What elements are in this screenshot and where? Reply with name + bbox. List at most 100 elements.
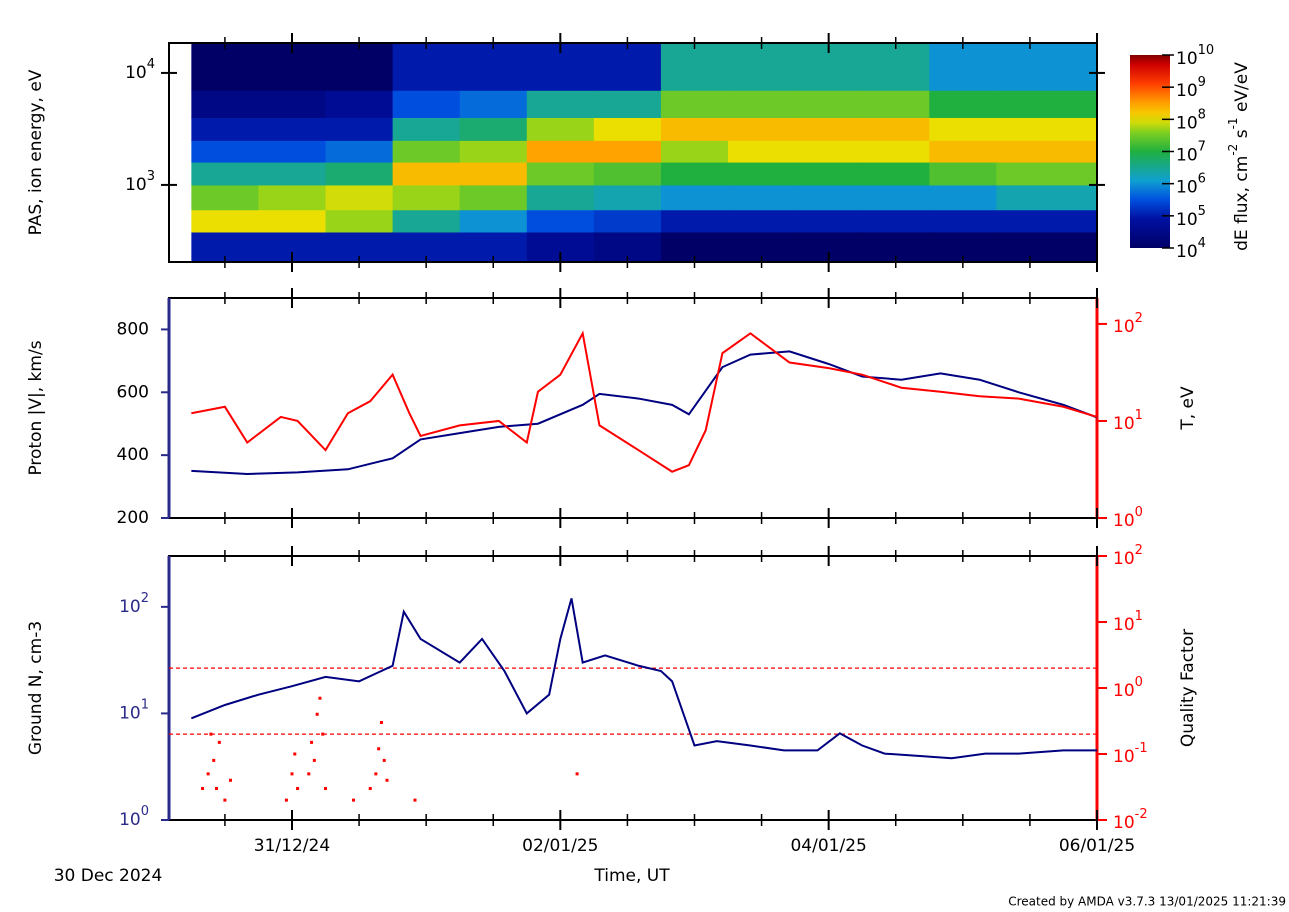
heatmap-cell	[593, 43, 662, 91]
heatmap-cell	[392, 184, 461, 211]
tick-exponent: 0	[141, 804, 149, 819]
tick-exponent: 3	[147, 168, 155, 183]
heatmap-cell	[996, 140, 1098, 163]
colorbar-tick-label: 109	[1176, 75, 1206, 102]
data-point	[413, 798, 417, 802]
tick-base: 10	[1113, 511, 1135, 531]
data-point	[385, 778, 389, 782]
y2-tick-label: 102	[1113, 310, 1143, 337]
y-tick-label: 200	[117, 508, 149, 528]
tick-exponent: 10	[1198, 43, 1215, 58]
heatmap-cell	[862, 117, 930, 141]
y-tick-label: 100	[119, 804, 149, 831]
tick-exponent: 1	[1135, 407, 1143, 422]
tick-base: 06/01/25	[1059, 836, 1135, 856]
heatmap-cell	[325, 43, 394, 91]
heatmap-cell	[191, 140, 259, 163]
data-point	[228, 778, 232, 782]
label-part: dE flux, cm	[1232, 156, 1252, 251]
heatmap-cell	[728, 140, 796, 163]
heatmap-cell	[660, 162, 729, 186]
heatmap-cell	[929, 184, 997, 211]
heatmap-cell	[258, 117, 327, 141]
start-date: 30 Dec 2024	[54, 866, 163, 886]
tick-exponent: -2	[1135, 807, 1148, 822]
y2-tick-label: 101	[1113, 407, 1143, 434]
tick-base: 04/01/25	[790, 836, 866, 856]
heatmap-cell	[191, 43, 259, 91]
heatmap-cell	[996, 209, 1098, 233]
heatmap-cell	[392, 117, 461, 141]
heatmap-cell	[593, 184, 662, 211]
tick-base: 10	[1113, 813, 1135, 833]
label-part: eV/eV	[1232, 62, 1252, 118]
heatmap-cell	[459, 43, 528, 91]
tick-base: 10	[119, 810, 141, 830]
tick-base: 10	[1113, 615, 1135, 635]
x-tick-label: 02/01/25	[522, 836, 598, 856]
heatmap-cell	[258, 209, 327, 233]
heatmap-cell	[929, 162, 997, 186]
heatmap-cell	[929, 209, 997, 233]
heatmap-cell	[459, 162, 528, 186]
y-tick-label: 400	[117, 445, 149, 465]
data-point	[209, 732, 213, 736]
heatmap-cell	[459, 209, 528, 233]
colorbar-tick-label: 1010	[1176, 43, 1214, 70]
tick-exponent: 2	[1135, 310, 1143, 325]
heatmap-cell	[728, 117, 796, 141]
heatmap-cell	[191, 162, 259, 186]
heatmap-cell	[459, 140, 528, 163]
heatmap-cell	[325, 162, 394, 186]
tick-exponent: 5	[1198, 203, 1206, 218]
heatmap-cell	[459, 184, 528, 211]
plot-frame	[168, 555, 1098, 821]
y2-axis-label: T, eV	[1178, 386, 1198, 431]
heatmap-cell	[325, 209, 394, 233]
x-tick-label: 31/12/24	[254, 836, 330, 856]
plot-frame	[168, 42, 1098, 263]
y-tick-label: 600	[117, 382, 149, 402]
tick-exponent: 1	[141, 697, 149, 712]
y2-tick-label: 101	[1113, 609, 1143, 636]
data-point	[377, 747, 381, 751]
heatmap-cell	[728, 90, 796, 118]
x-tick-label: 06/01/25	[1059, 836, 1135, 856]
heatmap-cell	[593, 90, 662, 118]
tick-base: 10	[1176, 113, 1198, 133]
heatmap-cell	[728, 184, 796, 211]
heatmap-cell	[526, 117, 595, 141]
data-point	[321, 732, 325, 736]
y-axis-label: Ground N, cm-3	[26, 621, 46, 755]
y2-tick-label: 102	[1113, 543, 1143, 570]
data-point	[324, 787, 328, 791]
heatmap-cell	[996, 162, 1098, 186]
heatmap-cell	[526, 90, 595, 118]
tick-base: 10	[1176, 49, 1198, 69]
tick-base: 10	[125, 63, 147, 83]
data-point	[310, 740, 314, 744]
heatmap-cell	[392, 43, 461, 91]
tick-base: 10	[125, 175, 147, 195]
tick-exponent: 4	[1198, 236, 1206, 251]
y-tick-label: 101	[119, 697, 149, 724]
tick-exponent: 8	[1198, 107, 1206, 122]
heatmap-cell	[660, 140, 729, 163]
data-point	[312, 758, 316, 762]
heatmap-cell	[392, 90, 461, 118]
y2-axis-label: Quality Factor	[1178, 629, 1198, 747]
y-axis-label: PAS, ion energy, eV	[26, 69, 46, 235]
y2-tick-label: 100	[1113, 675, 1143, 702]
heatmap-cell	[392, 140, 461, 163]
x-axis-label: Time, UT	[593, 866, 670, 886]
heatmap-cell	[593, 117, 662, 141]
heatmap-cell	[862, 90, 930, 118]
data-point	[318, 696, 322, 700]
heatmap-cell	[526, 209, 595, 233]
heatmap-cell	[996, 117, 1098, 141]
heatmap-cell	[325, 117, 394, 141]
heatmap-cell	[593, 140, 662, 163]
tick-exponent: -1	[1135, 741, 1148, 756]
series-line	[190, 598, 1097, 760]
tick-base: 10	[1176, 146, 1198, 166]
